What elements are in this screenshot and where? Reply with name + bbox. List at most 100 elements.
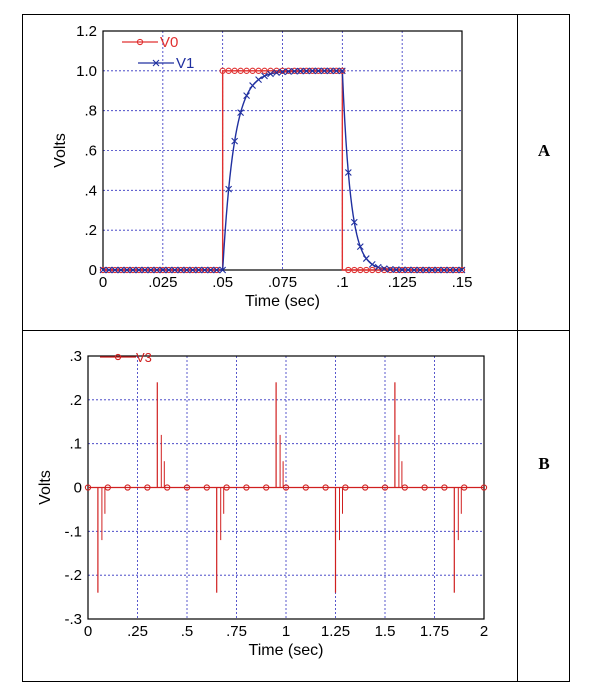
- y-axis-label: Volts: [52, 133, 69, 168]
- legend-marker-v1: [152, 59, 160, 67]
- v1-marker: [129, 266, 137, 274]
- v0-marker: [243, 67, 250, 74]
- v0-marker: [135, 266, 143, 274]
- v3-marker: [263, 484, 270, 491]
- v3-marker: [362, 484, 369, 491]
- v3-marker: [302, 484, 309, 491]
- v0-marker: [117, 266, 125, 274]
- y-tick-label: 0: [74, 480, 82, 497]
- v1-marker: [398, 266, 406, 274]
- v0-marker: [195, 266, 202, 274]
- v0-marker: [416, 266, 424, 274]
- v1-marker: [320, 67, 328, 75]
- v0-marker: [183, 266, 190, 274]
- v0-marker: [315, 67, 322, 74]
- v0-marker: [225, 67, 232, 74]
- v1-marker: [338, 67, 346, 75]
- v0-marker: [303, 67, 310, 74]
- v1-marker: [225, 185, 233, 193]
- v1-marker: [267, 70, 274, 78]
- v0-marker: [207, 266, 214, 274]
- v1-marker: [440, 266, 448, 274]
- v3-marker: [401, 484, 408, 491]
- v1-marker: [458, 266, 466, 274]
- table-column-divider: [517, 14, 518, 682]
- v3-marker: [342, 484, 349, 491]
- v0-marker: [357, 266, 364, 274]
- v0-marker: [171, 266, 178, 274]
- v1-marker: [291, 67, 298, 75]
- v3-marker: [164, 484, 171, 491]
- v1-marker: [446, 266, 454, 274]
- v1-marker: [255, 76, 262, 83]
- v3-marker: [223, 484, 230, 491]
- y-tick-label: .2: [84, 222, 97, 239]
- v3-marker: [104, 484, 111, 491]
- x-tick-label: .15: [452, 274, 473, 291]
- v0-marker: [231, 67, 238, 74]
- v1-marker: [159, 266, 167, 274]
- v1-marker: [135, 266, 143, 274]
- v1-marker: [261, 72, 268, 80]
- v3-marker: [322, 484, 329, 491]
- v0-marker: [189, 266, 196, 274]
- v1-marker: [249, 82, 256, 89]
- v0-marker: [255, 67, 262, 74]
- v1-marker: [350, 218, 358, 226]
- x-tick-label: .75: [226, 623, 247, 640]
- v1-marker: [416, 266, 424, 274]
- v1-marker: [153, 266, 161, 274]
- v1-marker: [195, 266, 203, 274]
- v0-marker: [333, 67, 340, 74]
- v1-marker: [452, 266, 460, 274]
- v1-marker: [428, 266, 436, 274]
- v3-marker: [183, 484, 191, 491]
- v0-marker: [339, 67, 346, 74]
- y-tick-label: .1: [69, 436, 82, 453]
- v0-marker: [446, 266, 454, 274]
- plot-area: [102, 30, 463, 271]
- v1-marker: [332, 67, 340, 75]
- v0-marker: [261, 67, 268, 74]
- v1-marker: [374, 263, 382, 271]
- v0-marker: [201, 266, 208, 274]
- v1-marker: [404, 266, 412, 274]
- x-tick-label: .1: [336, 274, 349, 291]
- x-tick-label: 0: [84, 623, 92, 640]
- v1-marker: [362, 255, 370, 262]
- v0-marker: [165, 266, 172, 274]
- v0-marker: [363, 266, 370, 274]
- v1-marker: [111, 266, 119, 274]
- y-tick-label: .8: [84, 103, 97, 120]
- v0-marker: [219, 67, 226, 74]
- v1-marker: [171, 266, 179, 274]
- v0-marker: [440, 266, 448, 274]
- v0-marker: [458, 266, 466, 274]
- legend-marker-v3: [114, 353, 122, 361]
- v0-marker: [237, 67, 244, 74]
- v1-marker: [237, 109, 245, 116]
- v1-marker: [165, 266, 173, 274]
- v1-marker: [434, 266, 442, 274]
- x-tick-label: .075: [268, 274, 297, 291]
- v1-marker: [326, 67, 334, 75]
- panel-label-a: A: [537, 141, 551, 160]
- x-axis-label: Time (sec): [245, 293, 320, 310]
- v0-marker: [351, 266, 358, 274]
- y-tick-label: .6: [84, 143, 97, 160]
- v1-marker: [380, 265, 388, 273]
- v0-marker: [141, 266, 149, 274]
- v0-marker: [111, 266, 119, 274]
- legend-label-v3: V3: [136, 350, 152, 365]
- v0-marker: [213, 266, 220, 274]
- v1-marker: [309, 67, 316, 75]
- y-tick-label: -.2: [64, 567, 82, 584]
- legend-marker-v0: [136, 38, 144, 46]
- y-tick-label: .4: [84, 182, 97, 199]
- x-tick-label: .125: [388, 274, 417, 291]
- x-tick-label: 1: [282, 623, 290, 640]
- v0-marker: [153, 266, 160, 274]
- v1-marker: [123, 266, 131, 274]
- figure-table: [22, 14, 570, 682]
